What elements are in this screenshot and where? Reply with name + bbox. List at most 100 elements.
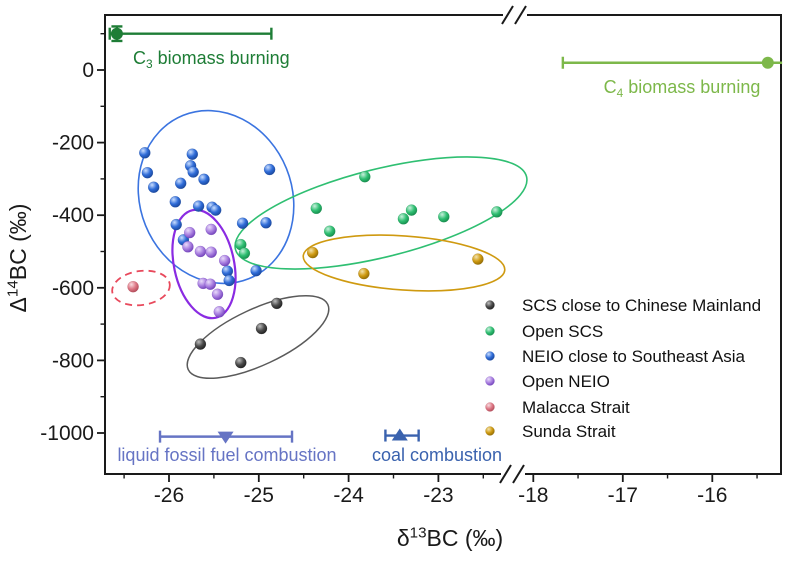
point-green-4 bbox=[438, 210, 450, 223]
legend-item-gray: SCS close to Chinese Mainland bbox=[485, 296, 761, 315]
x-tick-label: -17 bbox=[608, 484, 638, 507]
ref-coal-label: coal combustion bbox=[372, 445, 502, 465]
point-blue-11 bbox=[209, 204, 222, 216]
legend: SCS close to Chinese Mainland Open SCS NEI… bbox=[485, 296, 761, 441]
point-blue-15 bbox=[236, 217, 249, 229]
ellipse-gray bbox=[186, 294, 330, 380]
point-blue-7 bbox=[174, 177, 187, 190]
point-blue-3 bbox=[186, 148, 199, 160]
point-blue-19 bbox=[223, 274, 235, 287]
group-ellipses bbox=[111, 109, 528, 380]
point-green-6 bbox=[323, 225, 336, 237]
ellipse-green bbox=[234, 156, 528, 270]
legend-label-gold: Sunda Strait bbox=[522, 422, 616, 441]
ellipse-pink bbox=[111, 269, 171, 307]
legend-marker-green bbox=[485, 326, 495, 336]
legend-label-green: Open SCS bbox=[522, 322, 603, 341]
series-pink bbox=[127, 280, 139, 293]
y-tick-label: -1000 bbox=[40, 422, 94, 445]
point-blue-2 bbox=[147, 181, 160, 193]
legend-marker-purple bbox=[485, 376, 495, 386]
ellipse-gold bbox=[302, 234, 506, 292]
axes-frame bbox=[104, 14, 782, 475]
point-green-3 bbox=[397, 213, 410, 225]
point-blue-0 bbox=[139, 147, 151, 159]
point-blue-18 bbox=[250, 264, 262, 277]
axis-break-marks bbox=[499, 5, 527, 484]
legend-item-pink: Malacca Strait bbox=[485, 398, 630, 417]
ref-c3-label: C3 biomass burning bbox=[133, 48, 290, 71]
series-purple bbox=[182, 223, 231, 318]
legend-item-gold: Sunda Strait bbox=[485, 422, 616, 441]
ref-c3-marker bbox=[110, 27, 123, 40]
x-tick-label: -18 bbox=[518, 484, 548, 507]
reference-markers: C3 biomass burning C4 biomass burning liqu… bbox=[108, 25, 783, 465]
point-blue-13 bbox=[170, 218, 182, 231]
x-axis: -26 -25 -24 -23 -18 -17 -16 bbox=[123, 474, 758, 507]
legend-label-pink: Malacca Strait bbox=[522, 398, 630, 417]
data-points bbox=[127, 147, 503, 369]
point-purple-5 bbox=[218, 254, 231, 267]
plot-frame bbox=[104, 14, 782, 475]
legend-item-blue: NEIO close to Southeast Asia bbox=[485, 347, 746, 366]
point-purple-1 bbox=[205, 223, 217, 236]
x-tick-label: -16 bbox=[697, 484, 727, 507]
x-tick-label: -24 bbox=[333, 484, 364, 507]
legend-marker-gray bbox=[485, 300, 495, 310]
point-blue-12 bbox=[263, 163, 276, 176]
legend-label-blue: NEIO close to Southeast Asia bbox=[522, 347, 746, 366]
series-gray bbox=[194, 297, 283, 369]
y-tick-label: -800 bbox=[52, 349, 94, 372]
axis-break-slash bbox=[501, 5, 514, 25]
point-pink-0 bbox=[127, 280, 139, 293]
axis-break-slash bbox=[514, 5, 527, 25]
legend-marker-pink bbox=[485, 402, 495, 412]
point-purple-0 bbox=[183, 226, 196, 239]
ref-c4: C4 biomass burning bbox=[561, 56, 783, 100]
series-gold bbox=[306, 246, 484, 280]
axis-break-slash bbox=[512, 464, 525, 484]
legend-marker-blue bbox=[485, 351, 495, 361]
point-green-8 bbox=[238, 247, 251, 260]
point-blue-5 bbox=[187, 166, 199, 178]
point-purple-3 bbox=[194, 245, 207, 258]
x-tick-label: -23 bbox=[423, 484, 453, 507]
point-green-2 bbox=[405, 204, 418, 216]
point-gold-1 bbox=[358, 267, 370, 280]
series-blue bbox=[139, 147, 276, 287]
ellipse-purple bbox=[171, 208, 237, 320]
point-purple-4 bbox=[205, 246, 217, 258]
legend-label-purple: Open NEIO bbox=[522, 372, 610, 391]
ref-c4-marker bbox=[761, 56, 774, 69]
y-axis: 0 -200 -400 -600 -800 -1000 bbox=[40, 33, 105, 445]
ref-liquid-label: liquid fossil fuel combustion bbox=[117, 445, 336, 465]
x-tick-label: -25 bbox=[244, 484, 274, 507]
y-tick-label: -600 bbox=[52, 277, 94, 300]
ref-c3: C3 biomass burning bbox=[108, 25, 290, 71]
legend-item-green: Open SCS bbox=[485, 322, 603, 341]
ellipse-blue bbox=[137, 109, 295, 285]
point-purple-8 bbox=[211, 288, 224, 301]
point-purple-7 bbox=[204, 278, 217, 290]
x-axis-title: δ13BC (‰) bbox=[397, 524, 503, 551]
point-green-0 bbox=[359, 170, 371, 183]
axis-break-slash bbox=[499, 464, 512, 484]
point-blue-16 bbox=[260, 217, 272, 229]
point-gold-0 bbox=[306, 246, 319, 259]
point-blue-1 bbox=[141, 166, 154, 179]
series-green bbox=[235, 170, 503, 260]
legend-marker-gold bbox=[485, 426, 495, 436]
point-blue-9 bbox=[192, 200, 205, 212]
point-blue-6 bbox=[198, 173, 210, 186]
y-tick-label: -400 bbox=[52, 204, 94, 227]
point-green-5 bbox=[491, 206, 503, 218]
point-gray-2 bbox=[194, 338, 207, 350]
legend-item-purple: Open NEIO bbox=[485, 372, 610, 391]
point-gray-3 bbox=[235, 356, 247, 369]
ref-c4-label: C4 biomass burning bbox=[604, 77, 761, 100]
point-gold-2 bbox=[472, 253, 484, 265]
ref-liquid: liquid fossil fuel combustion bbox=[117, 430, 337, 465]
